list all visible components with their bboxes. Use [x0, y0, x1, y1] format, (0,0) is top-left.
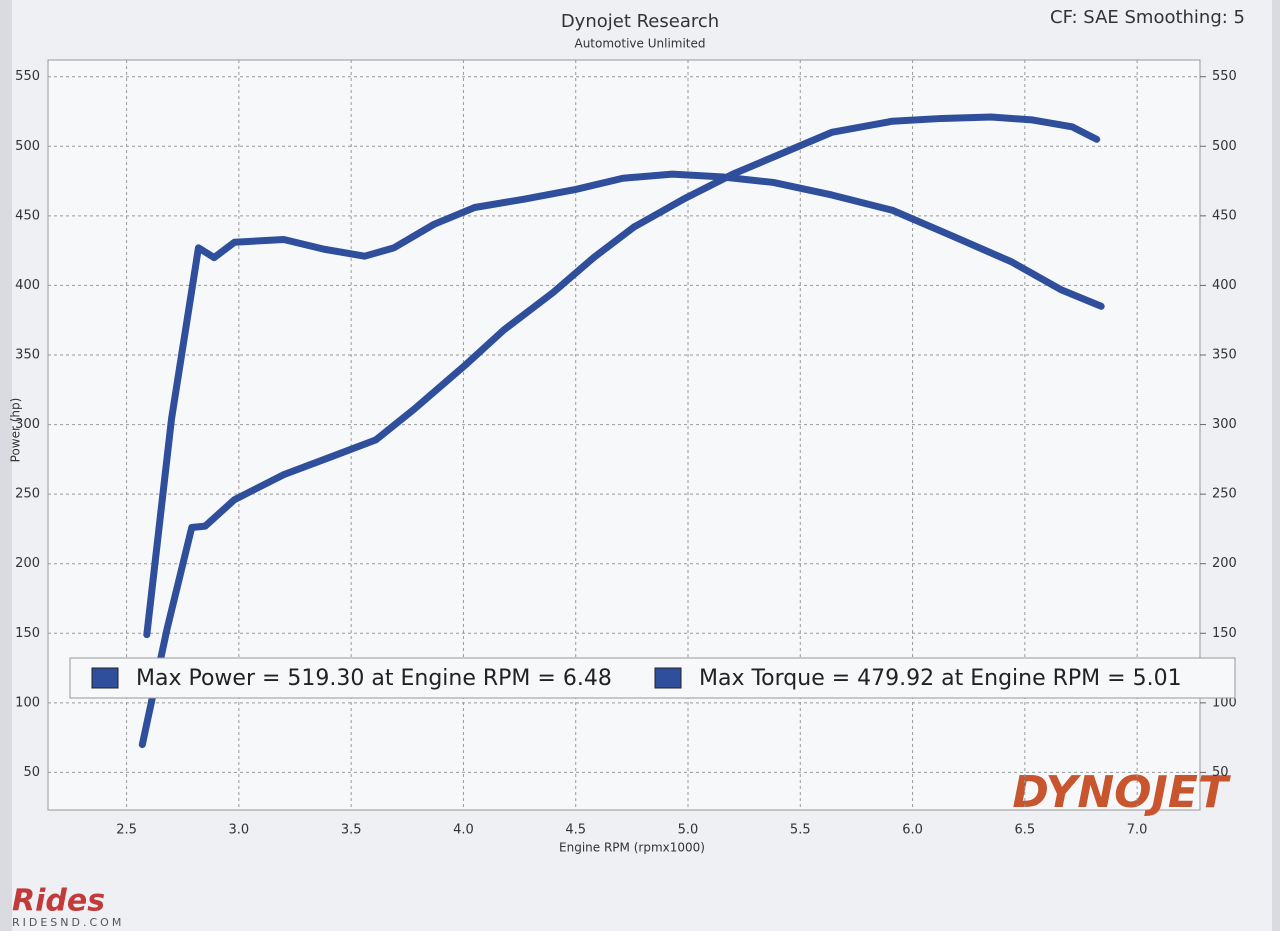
watermark-url: RIDESND.COM — [12, 916, 124, 929]
x-tick-label: 7.0 — [1127, 823, 1148, 838]
x-tick-label: 2.5 — [116, 823, 137, 838]
y-tick-label: 450 — [15, 208, 40, 223]
y2-tick-label: 100 — [1212, 695, 1237, 710]
y2-tick-label: 550 — [1212, 69, 1237, 84]
y-tick-label: 50 — [23, 765, 40, 780]
y2-tick-label: 50 — [1212, 765, 1229, 780]
y2-tick-label: 450 — [1212, 208, 1237, 223]
y-tick-label: 300 — [15, 417, 40, 432]
legend-marker — [654, 667, 682, 689]
y-tick-label: 400 — [15, 278, 40, 293]
y-tick-label: 250 — [15, 487, 40, 502]
x-tick-label: 3.0 — [229, 823, 250, 838]
y-tick-label: 150 — [15, 626, 40, 641]
y-tick-label: 500 — [15, 139, 40, 154]
chart-subtitle: Automotive Unlimited — [574, 37, 705, 51]
x-tick-label: 6.5 — [1014, 823, 1035, 838]
logo: DYNOJET — [1012, 767, 1231, 818]
legend-label: Max Power = 519.30 at Engine RPM = 6.48 — [136, 666, 612, 691]
y-tick-label: 350 — [15, 347, 40, 362]
x-axis-label: Engine RPM (rpmx1000) — [559, 841, 705, 855]
legend-box — [69, 657, 1236, 699]
x-tick-label: 4.5 — [565, 823, 586, 838]
watermark: Rides — [12, 884, 105, 919]
corner-note: CF: SAE Smoothing: 5 — [1050, 7, 1245, 28]
x-tick-label: 5.0 — [678, 823, 699, 838]
y-tick-label: 100 — [15, 695, 40, 710]
y2-tick-label: 300 — [1212, 417, 1237, 432]
y2-tick-label: 150 — [1212, 626, 1237, 641]
y2-tick-label: 350 — [1212, 347, 1237, 362]
x-tick-label: 5.5 — [790, 823, 811, 838]
y-tick-label: 550 — [15, 69, 40, 84]
x-tick-label: 3.5 — [341, 823, 362, 838]
y2-tick-label: 400 — [1212, 278, 1237, 293]
chart-title: Dynojet Research — [561, 11, 719, 32]
y2-tick-label: 200 — [1212, 556, 1237, 571]
series-line — [138, 113, 1101, 749]
x-tick-label: 6.0 — [902, 823, 923, 838]
x-tick-label: 4.0 — [453, 823, 474, 838]
legend-marker — [91, 667, 119, 689]
series-line — [143, 170, 1105, 639]
y-tick-label: 200 — [15, 556, 40, 571]
y2-tick-label: 250 — [1212, 487, 1237, 502]
legend-label: Max Torque = 479.92 at Engine RPM = 5.01 — [699, 666, 1182, 691]
y-axis-label: Power (hp) — [9, 398, 23, 463]
y2-tick-label: 500 — [1212, 139, 1237, 154]
